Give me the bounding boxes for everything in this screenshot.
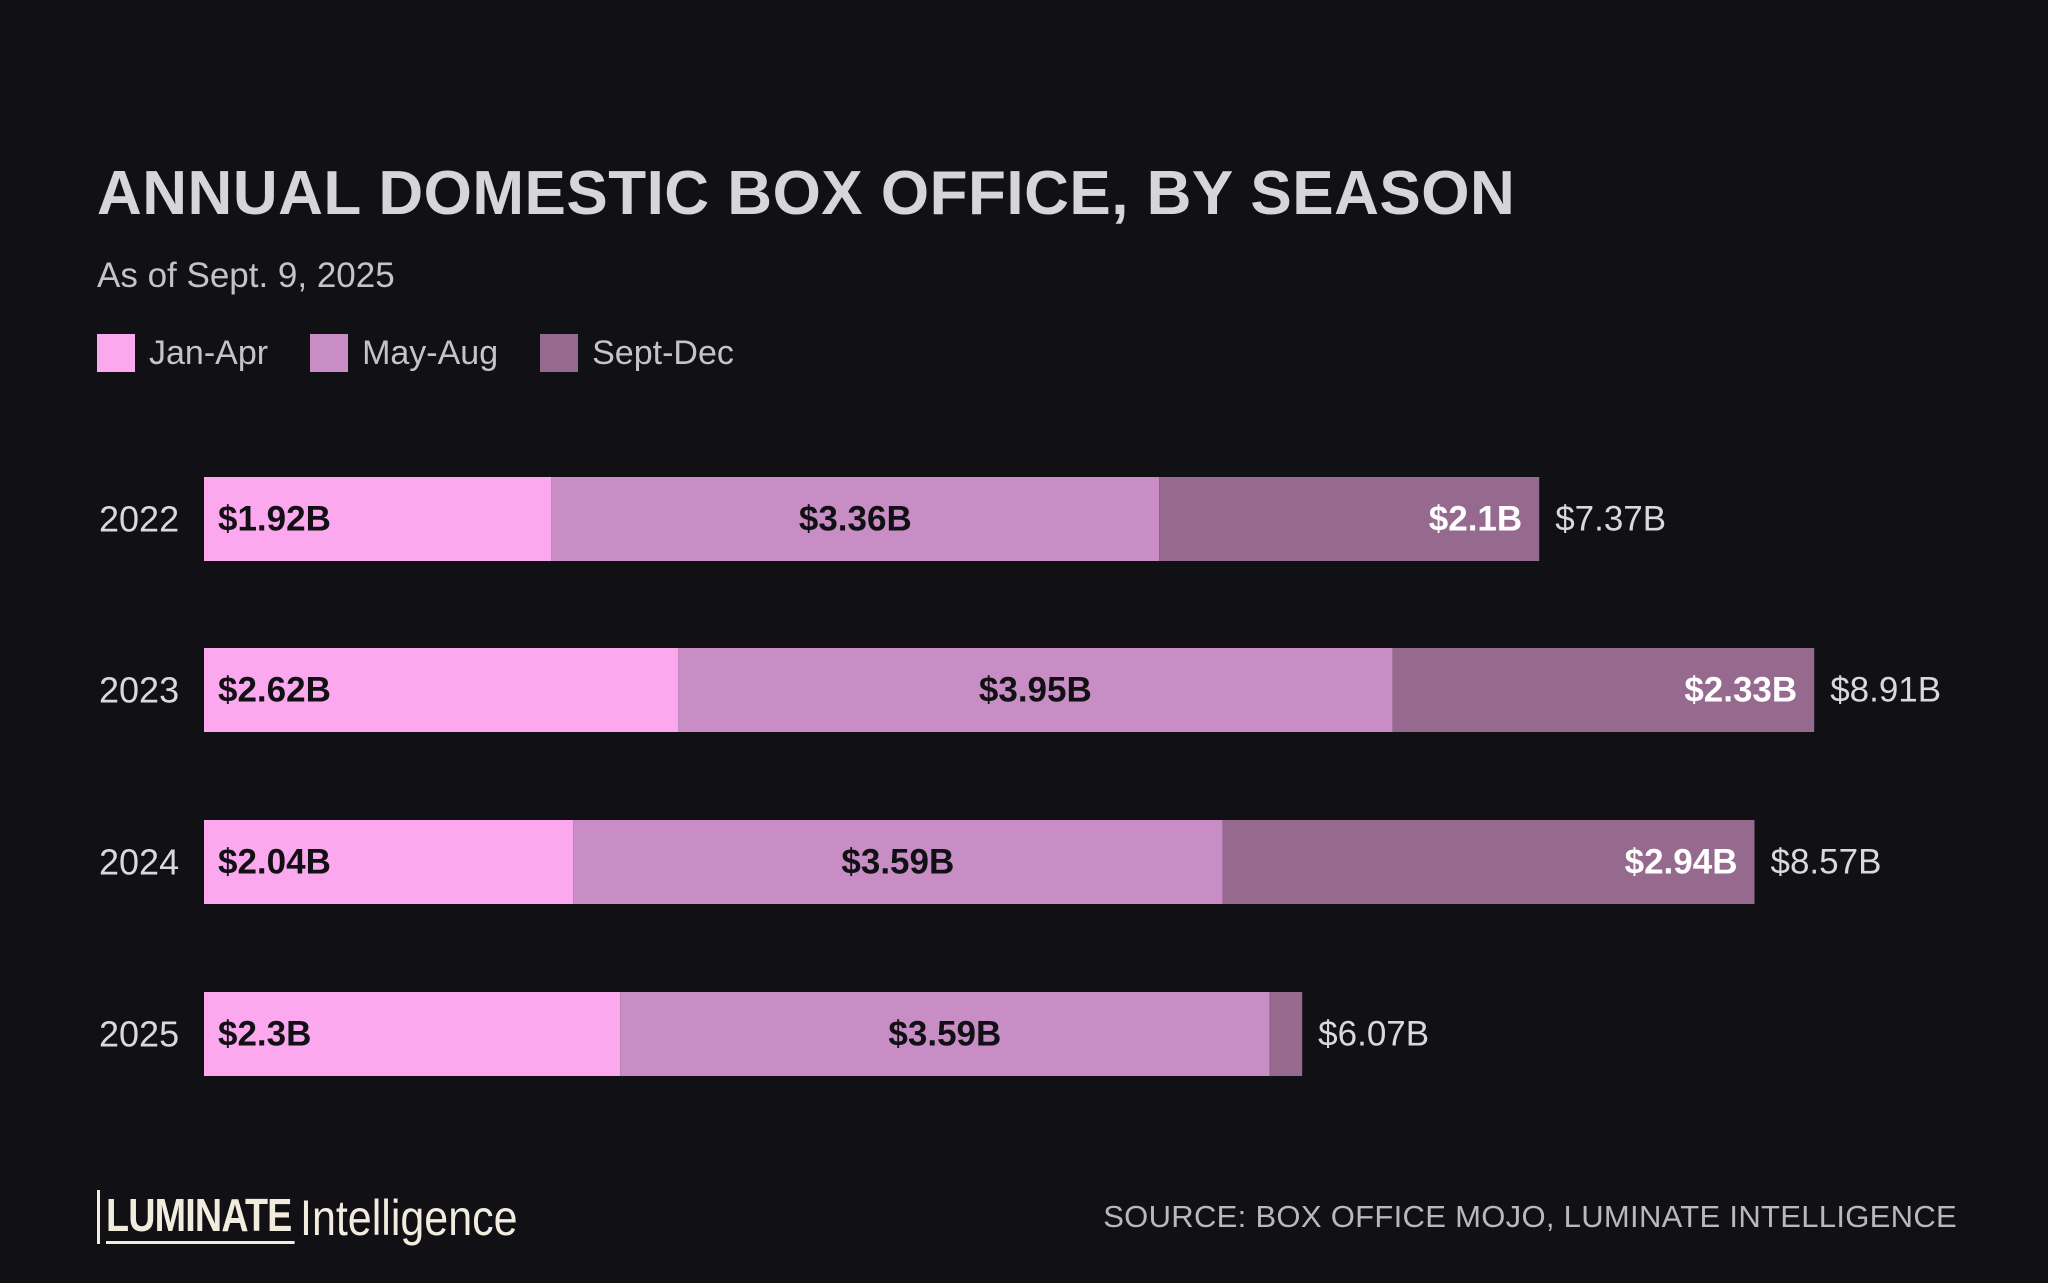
total-label: $6.07B [1318, 1015, 1429, 1054]
bar-segment-jan-apr [204, 820, 574, 904]
y-tick-label: 2023 [99, 670, 179, 711]
total-label: $8.91B [1830, 671, 1941, 710]
data-label-may-aug: $3.95B [979, 671, 1092, 710]
bar-row-2022: 2022 $1.92B $3.36B $2.1B $7.37B [99, 477, 1666, 561]
legend-item-sept-dec: Sept-Dec [540, 334, 734, 373]
legend-swatch-jan-apr [97, 334, 135, 372]
bar-segment-may-aug [573, 820, 1223, 904]
y-tick-label: 2022 [99, 499, 179, 540]
bar-segment-sept-dec [1159, 477, 1540, 561]
legend-item-may-aug: May-Aug [310, 334, 498, 373]
bar-segment-jan-apr [204, 648, 679, 732]
data-label-jan-apr: $1.92B [218, 500, 331, 539]
legend-swatch-may-aug [310, 334, 349, 372]
data-label-sept-dec: $2.94B [1625, 843, 1738, 882]
y-tick-label: 2024 [99, 842, 179, 883]
data-label-sept-dec: $2.33B [1684, 671, 1797, 710]
logo-brand-strong: LUMINATE [106, 1189, 295, 1244]
data-label-jan-apr: $2.3B [218, 1015, 311, 1054]
logo-brand-light: Intelligence [300, 1190, 518, 1246]
legend-item-jan-apr: Jan-Apr [97, 334, 268, 373]
bar-segment-may-aug [620, 992, 1270, 1076]
bar-row-2025: 2025 $2.3B $3.59B $6.07B [99, 992, 1429, 1076]
data-label-sept-dec: $2.1B [1429, 500, 1522, 539]
bar-segment-may-aug [551, 477, 1160, 561]
bar-segment-jan-apr [204, 477, 552, 561]
data-label-jan-apr: $2.04B [218, 843, 331, 882]
legend-swatch-sept-dec [540, 334, 579, 372]
chart-subtitle: As of Sept. 9, 2025 [97, 256, 395, 295]
data-label-jan-apr: $2.62B [218, 671, 331, 710]
data-label-may-aug: $3.36B [799, 500, 912, 539]
legend-label-may-aug: May-Aug [362, 333, 499, 372]
source-note: SOURCE: BOX OFFICE MOJO, LUMINATE INTELL… [1103, 1199, 1957, 1234]
y-tick-label: 2025 [99, 1014, 179, 1055]
total-label: $7.37B [1555, 500, 1666, 539]
bar-segment-sept-dec [1392, 648, 1815, 732]
legend: Jan-Apr May-Aug Sept-Dec [97, 333, 776, 373]
legend-label-sept-dec: Sept-Dec [592, 333, 734, 372]
bar-segment-sept-dec [1222, 820, 1755, 904]
data-label-may-aug: $3.59B [888, 1015, 1001, 1054]
bar-row-2024: 2024 $2.04B $3.59B $2.94B $8.57B [99, 820, 1881, 904]
bar-row-2023: 2023 $2.62B $3.95B $2.33B $8.91B [99, 648, 1941, 732]
luminate-logo: LUMINATE Intelligence [97, 1184, 553, 1244]
logo-bar [97, 1190, 100, 1244]
bar-segment-may-aug [678, 648, 1393, 732]
total-label: $8.57B [1770, 843, 1881, 882]
bar-segment-jan-apr [204, 992, 621, 1076]
data-label-may-aug: $3.59B [841, 843, 954, 882]
chart-title: ANNUAL DOMESTIC BOX OFFICE, BY SEASON [97, 159, 1516, 228]
bar-segment-sept-dec [1269, 992, 1303, 1076]
legend-label-jan-apr: Jan-Apr [149, 333, 269, 372]
